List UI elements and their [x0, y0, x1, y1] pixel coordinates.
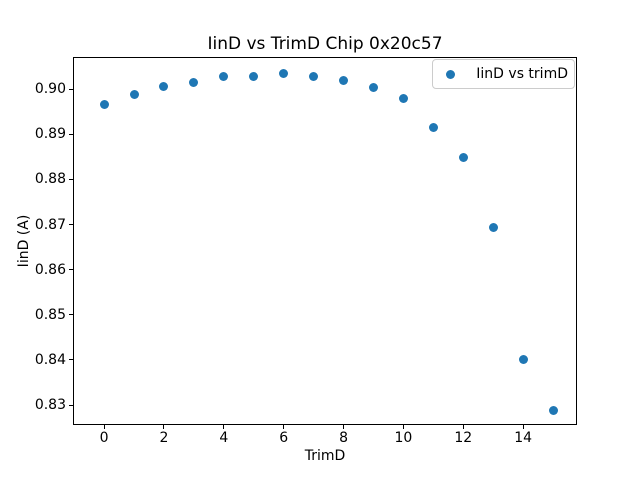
y-tick-label: 0.87	[34, 216, 66, 233]
y-tick-mark	[69, 133, 73, 135]
plot-area: IinD vs trimD	[73, 57, 577, 425]
y-tick-label: 0.86	[34, 261, 66, 278]
legend-label: IinD vs trimD	[476, 66, 568, 82]
y-tick-mark	[69, 359, 73, 361]
scatter-point	[189, 77, 199, 87]
x-tick-label: 14	[514, 430, 533, 446]
scatter-point	[518, 354, 528, 364]
x-tick-label: 8	[339, 430, 348, 446]
x-tick-mark	[462, 425, 464, 429]
scatter-point	[249, 72, 259, 82]
chart-title: IinD vs TrimD Chip 0x20c57	[207, 34, 443, 54]
scatter-point	[219, 72, 229, 82]
x-tick-mark	[103, 425, 105, 429]
x-tick-mark	[522, 425, 524, 429]
legend: IinD vs trimD	[432, 59, 575, 89]
y-tick-label: 0.90	[34, 81, 66, 98]
scatter-point	[368, 82, 378, 92]
x-tick-label: 10	[394, 430, 413, 446]
y-tick-mark	[69, 269, 73, 271]
y-tick-label: 0.83	[34, 397, 66, 414]
y-tick-label: 0.85	[34, 306, 66, 323]
scatter-point	[279, 69, 289, 79]
scatter-point	[309, 72, 319, 82]
scatter-point	[548, 405, 558, 415]
x-tick-mark	[283, 425, 285, 429]
y-tick-mark	[69, 88, 73, 90]
x-tick-label: 6	[279, 430, 289, 446]
scatter-point	[99, 99, 109, 109]
scatter-point	[398, 94, 408, 104]
scatter-point	[129, 89, 139, 99]
x-axis-label: TrimD	[304, 448, 346, 464]
x-tick-mark	[402, 425, 404, 429]
scatter-point	[159, 82, 169, 92]
y-tick-label: 0.89	[34, 126, 66, 143]
y-tick-mark	[69, 178, 73, 180]
x-tick-label: 2	[159, 430, 169, 446]
y-tick-label: 0.84	[34, 351, 66, 368]
x-tick-mark	[343, 425, 345, 429]
scatter-point	[339, 76, 349, 86]
scatter-point	[488, 222, 498, 232]
y-tick-mark	[69, 314, 73, 316]
y-tick-mark	[69, 224, 73, 226]
x-tick-mark	[163, 425, 165, 429]
scatter-point	[458, 153, 468, 163]
scatter-point	[428, 122, 438, 132]
x-tick-label: 0	[99, 430, 109, 446]
x-tick-label: 4	[219, 430, 229, 446]
y-tick-mark	[69, 404, 73, 406]
x-tick-label: 12	[454, 430, 473, 446]
x-tick-mark	[223, 425, 225, 429]
legend-marker-dot-icon	[446, 69, 456, 79]
y-tick-label: 0.88	[34, 171, 66, 188]
